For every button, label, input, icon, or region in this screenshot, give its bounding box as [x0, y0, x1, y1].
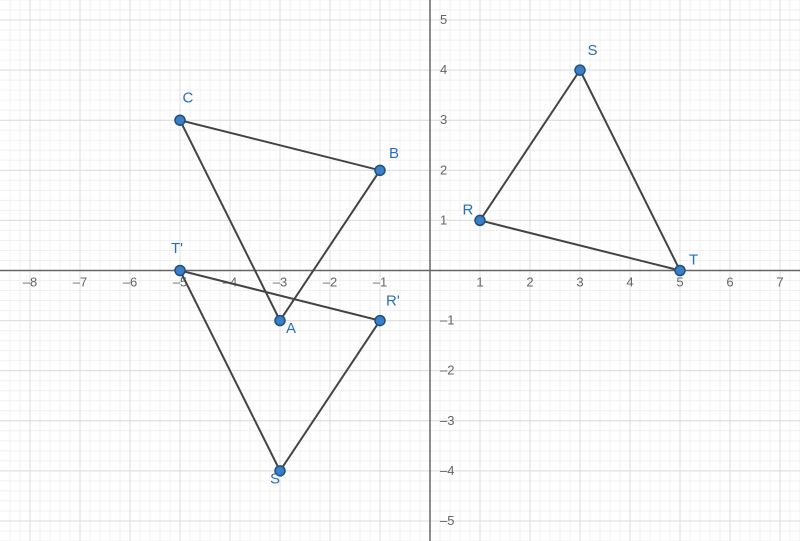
label-Tp: T' [171, 240, 183, 257]
point-R [475, 215, 485, 225]
coordinate-plot: –8–7–6–5–4–3–2–11234567–5–4–3–2–112345AB… [0, 0, 800, 541]
label-T: T [689, 251, 698, 268]
y-tick-label: –5 [440, 513, 454, 528]
point-A [275, 316, 285, 326]
y-tick-label: 2 [440, 162, 447, 177]
x-tick-label: –8 [23, 275, 37, 290]
x-tick-label: 2 [526, 275, 533, 290]
label-B: B [389, 145, 399, 162]
y-tick-label: 4 [440, 62, 447, 77]
point-Rp [375, 316, 385, 326]
x-tick-label: 1 [476, 275, 483, 290]
y-tick-label: –4 [440, 463, 454, 478]
x-tick-label: 5 [676, 275, 683, 290]
x-tick-label: 3 [576, 275, 583, 290]
y-tick-label: –2 [440, 363, 454, 378]
label-R: R [463, 201, 474, 218]
x-tick-label: –7 [73, 275, 87, 290]
x-tick-label: –1 [373, 275, 387, 290]
label-S: S [588, 42, 598, 59]
point-B [375, 165, 385, 175]
triangle-ABC: A B C [175, 90, 399, 337]
x-tick-label: 7 [776, 275, 783, 290]
label-C: C [183, 90, 194, 107]
x-tick-label: –6 [123, 275, 137, 290]
y-tick-label: –3 [440, 413, 454, 428]
y-tick-label: 3 [440, 112, 447, 127]
point-Tp [175, 266, 185, 276]
label-A: A [286, 320, 296, 337]
label-Rp: R' [386, 293, 400, 310]
point-S [575, 65, 585, 75]
point-T [675, 266, 685, 276]
x-tick-label: 4 [626, 275, 633, 290]
x-tick-label: –3 [273, 275, 287, 290]
label-Sp: S' [270, 470, 283, 487]
y-tick-label: 5 [440, 12, 447, 27]
x-tick-label: –2 [323, 275, 337, 290]
y-tick-label: 1 [440, 212, 447, 227]
y-tick-label: –1 [440, 313, 454, 328]
point-C [175, 115, 185, 125]
x-tick-label: 6 [726, 275, 733, 290]
